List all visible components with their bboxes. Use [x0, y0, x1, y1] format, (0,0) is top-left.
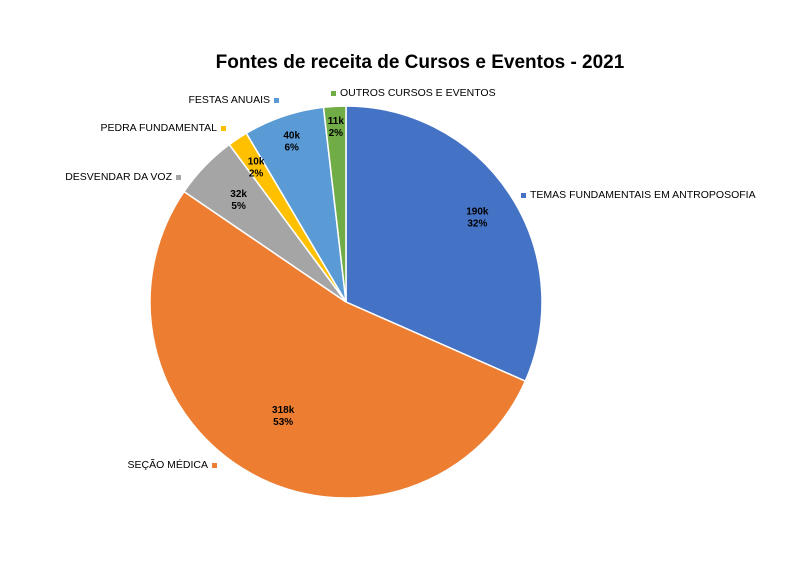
- slice-percent-label-4: 6%: [284, 142, 299, 153]
- pie-slice-5: [322, 105, 347, 303]
- slice-value-label-5: 11k: [328, 116, 345, 127]
- slice-percent-label-2: 5%: [231, 201, 246, 212]
- legend-label-3: PEDRA FUNDAMENTAL: [101, 122, 218, 134]
- chart-title: Fontes de receita de Cursos e Eventos - …: [215, 52, 625, 73]
- slice-value-label-4: 40k: [283, 130, 300, 141]
- slice-percent-label-3: 2%: [249, 168, 264, 179]
- legend-label-1: SEÇÃO MÉDICA: [127, 458, 208, 471]
- legend-marker-4: [274, 98, 279, 103]
- slice-value-label-0: 190k: [466, 206, 489, 217]
- legend-marker-5: [331, 91, 336, 96]
- slice-percent-label-5: 2%: [329, 128, 344, 139]
- pie-slice-1: [149, 190, 527, 499]
- legend-marker-2: [176, 175, 181, 180]
- legend-label-0: TEMAS FUNDAMENTAIS EM ANTROPOSOFIA: [530, 189, 756, 201]
- slice-value-label-1: 318k: [272, 405, 295, 416]
- legend-label-4: FESTAS ANUAIS: [189, 94, 271, 106]
- slice-percent-label-1: 53%: [273, 417, 293, 428]
- legend-marker-1: [212, 463, 217, 468]
- legend-marker-0: [521, 193, 526, 198]
- slice-value-label-3: 10k: [248, 156, 265, 167]
- slice-percent-label-0: 32%: [467, 218, 487, 229]
- pie-slice-0: [345, 105, 543, 383]
- legend-label-5: OUTROS CURSOS E EVENTOS: [340, 87, 496, 99]
- legend-label-2: DESVENDAR DA VOZ: [65, 171, 172, 183]
- legend-marker-3: [221, 126, 226, 131]
- slice-value-label-2: 32k: [230, 189, 247, 200]
